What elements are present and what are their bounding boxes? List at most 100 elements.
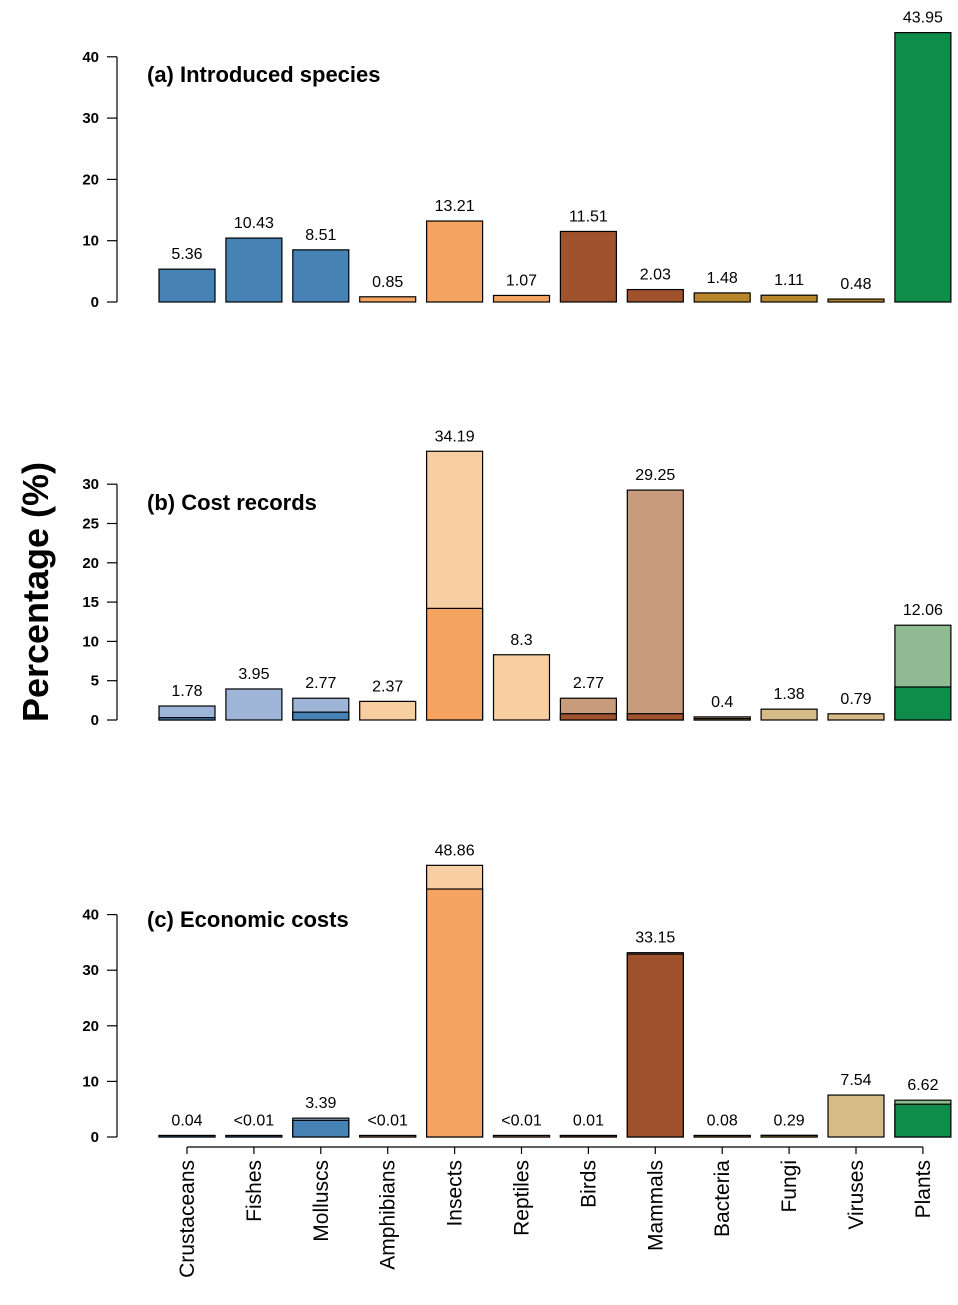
category-label-fungi: Fungi	[778, 1160, 801, 1213]
panel-title: (b) Cost records	[147, 490, 317, 515]
bar-segment-molluscs	[292, 711, 350, 721]
panel-title: (c) Economic costs	[147, 907, 349, 932]
data-label-plants: 12.06	[903, 602, 943, 619]
bar-segment-crustaceans	[158, 717, 216, 721]
category-label-bacteria: Bacteria	[711, 1160, 734, 1237]
data-label-molluscs: 8.51	[305, 227, 336, 244]
bar-segment-molluscs	[292, 1119, 350, 1138]
data-label-birds: 11.51	[569, 208, 608, 225]
bar-birds	[559, 230, 618, 303]
bar-bacteria	[693, 292, 751, 303]
bar-fishes	[225, 237, 283, 303]
data-label-bacteria: 0.4	[711, 694, 733, 711]
category-label-birds: Birds	[577, 1160, 600, 1208]
data-label-fungi: 0.29	[774, 1112, 805, 1129]
bar-insects	[426, 220, 484, 303]
y-tick-label: 20	[82, 1018, 99, 1035]
y-tick-label: 10	[82, 633, 99, 650]
panel-introduced-species: 0 10 20 30 40 (a) Introduced species 5.36 10.43…	[82, 10, 952, 311]
y-tick-label: 40	[82, 907, 99, 924]
y-axis-label: Percentage (%)	[15, 462, 56, 722]
category-label-molluscs: Molluscs	[310, 1160, 333, 1242]
data-label-amphibians: 2.37	[372, 678, 403, 695]
data-label-insects: 13.21	[435, 198, 475, 215]
bar-segment-fungi	[760, 1134, 818, 1138]
y-tick-label: 10	[82, 1073, 99, 1090]
bar-segment-bacteria	[693, 1134, 751, 1138]
data-label-crustaceans: 5.36	[171, 246, 202, 263]
bar-molluscs	[292, 249, 350, 303]
bar-segment-birds	[559, 713, 618, 721]
bar-segment-insects	[426, 888, 484, 1138]
data-label-molluscs: 2.77	[305, 675, 336, 692]
data-label-molluscs: 3.39	[305, 1095, 336, 1112]
bar-fishes	[225, 688, 283, 721]
bar-viruses	[827, 713, 885, 721]
y-tick-label: 5	[91, 673, 99, 690]
data-label-mammals: 33.15	[635, 930, 675, 947]
bar-segment-plants	[894, 1103, 952, 1138]
bar-fungi	[760, 708, 818, 721]
category-label-mammals: Mammals	[644, 1160, 667, 1251]
data-label-crustaceans: 1.78	[171, 683, 202, 700]
data-label-reptiles: 8.3	[510, 632, 532, 649]
y-tick-label: 20	[82, 171, 99, 188]
bar-plants	[894, 31, 952, 303]
y-tick-label: 30	[82, 476, 99, 493]
y-tick-label: 0	[91, 1129, 99, 1146]
y-tick-label: 15	[82, 594, 99, 611]
data-label-bacteria: 1.48	[707, 270, 738, 287]
bar-crustaceans	[158, 268, 216, 303]
y-tick-label: 30	[82, 962, 99, 979]
bar-amphibians	[359, 296, 417, 303]
bar-amphibians	[359, 700, 417, 721]
bar-reptiles	[492, 294, 551, 303]
y-tick-label: 30	[82, 110, 99, 127]
category-label-reptiles: Reptiles	[511, 1160, 534, 1236]
y-tick-label: 0	[91, 712, 99, 729]
bar-segment-crustaceans	[158, 1134, 216, 1138]
data-label-fishes: 10.43	[234, 215, 274, 232]
bar-viruses	[827, 1094, 885, 1138]
bar-viruses	[827, 298, 885, 303]
bar-segment-plants	[894, 686, 952, 721]
y-tick-label: 10	[82, 233, 99, 250]
bar-mammals	[626, 489, 684, 721]
category-label-amphibians: Amphibians	[377, 1160, 400, 1270]
data-label-birds: 0.01	[573, 1113, 604, 1130]
data-label-mammals: 2.03	[640, 267, 671, 284]
y-tick-label: 0	[91, 294, 99, 311]
data-label-reptiles: <0.01	[501, 1113, 542, 1130]
data-label-fishes: 3.95	[238, 666, 269, 683]
data-label-viruses: 7.54	[840, 1072, 871, 1089]
y-tick-label: 25	[82, 516, 99, 533]
data-label-viruses: 0.79	[840, 691, 871, 708]
bar-segment-fishes	[225, 1134, 283, 1138]
bar-segment-bacteria	[693, 717, 751, 721]
data-label-plants: 6.62	[907, 1077, 938, 1094]
data-label-insects: 48.86	[435, 842, 475, 859]
panel-economic-costs: 0 10 20 30 40 (c) Economic costs 0.04 <0.01 3.39…	[82, 842, 952, 1146]
bar-segment-amphibians	[359, 1134, 417, 1138]
data-label-fungi: 1.38	[774, 686, 805, 703]
panel-title: (a) Introduced species	[147, 62, 381, 87]
category-labels: Crustaceans Fishes Molluscs Amphibians Insec…	[176, 1146, 935, 1278]
y-tick-label: 20	[82, 555, 99, 572]
data-label-plants: 43.95	[903, 10, 943, 27]
category-label-plants: Plants	[912, 1160, 935, 1218]
data-label-amphibians: 0.85	[372, 274, 403, 291]
category-label-crustaceans: Crustaceans	[176, 1160, 199, 1278]
bar-segment-reptiles	[492, 1134, 551, 1138]
bar-reptiles	[492, 654, 551, 721]
category-label-viruses: Viruses	[845, 1160, 868, 1230]
bar-fungi	[760, 294, 818, 303]
data-label-fungi: 1.11	[774, 272, 804, 289]
bar-segment-birds	[559, 1134, 618, 1138]
panel-cost-records: 0 5 10 15 20 25 30 (b) Cost records 1.78 3.95 2.77…	[82, 428, 952, 729]
y-tick-label: 40	[82, 49, 99, 66]
data-label-bacteria: 0.08	[707, 1113, 738, 1130]
data-label-viruses: 0.48	[840, 276, 871, 293]
data-label-reptiles: 1.07	[506, 272, 537, 289]
bar-segment-insects	[426, 607, 484, 721]
category-label-fishes: Fishes	[243, 1160, 266, 1222]
